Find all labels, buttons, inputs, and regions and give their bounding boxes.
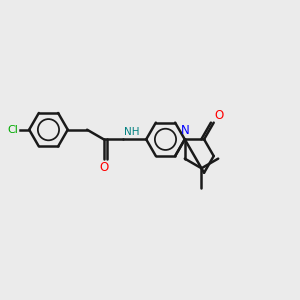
Text: Cl: Cl: [8, 125, 19, 135]
Text: NH: NH: [124, 127, 139, 137]
Text: N: N: [180, 124, 189, 137]
Text: O: O: [99, 161, 108, 174]
Text: O: O: [215, 109, 224, 122]
